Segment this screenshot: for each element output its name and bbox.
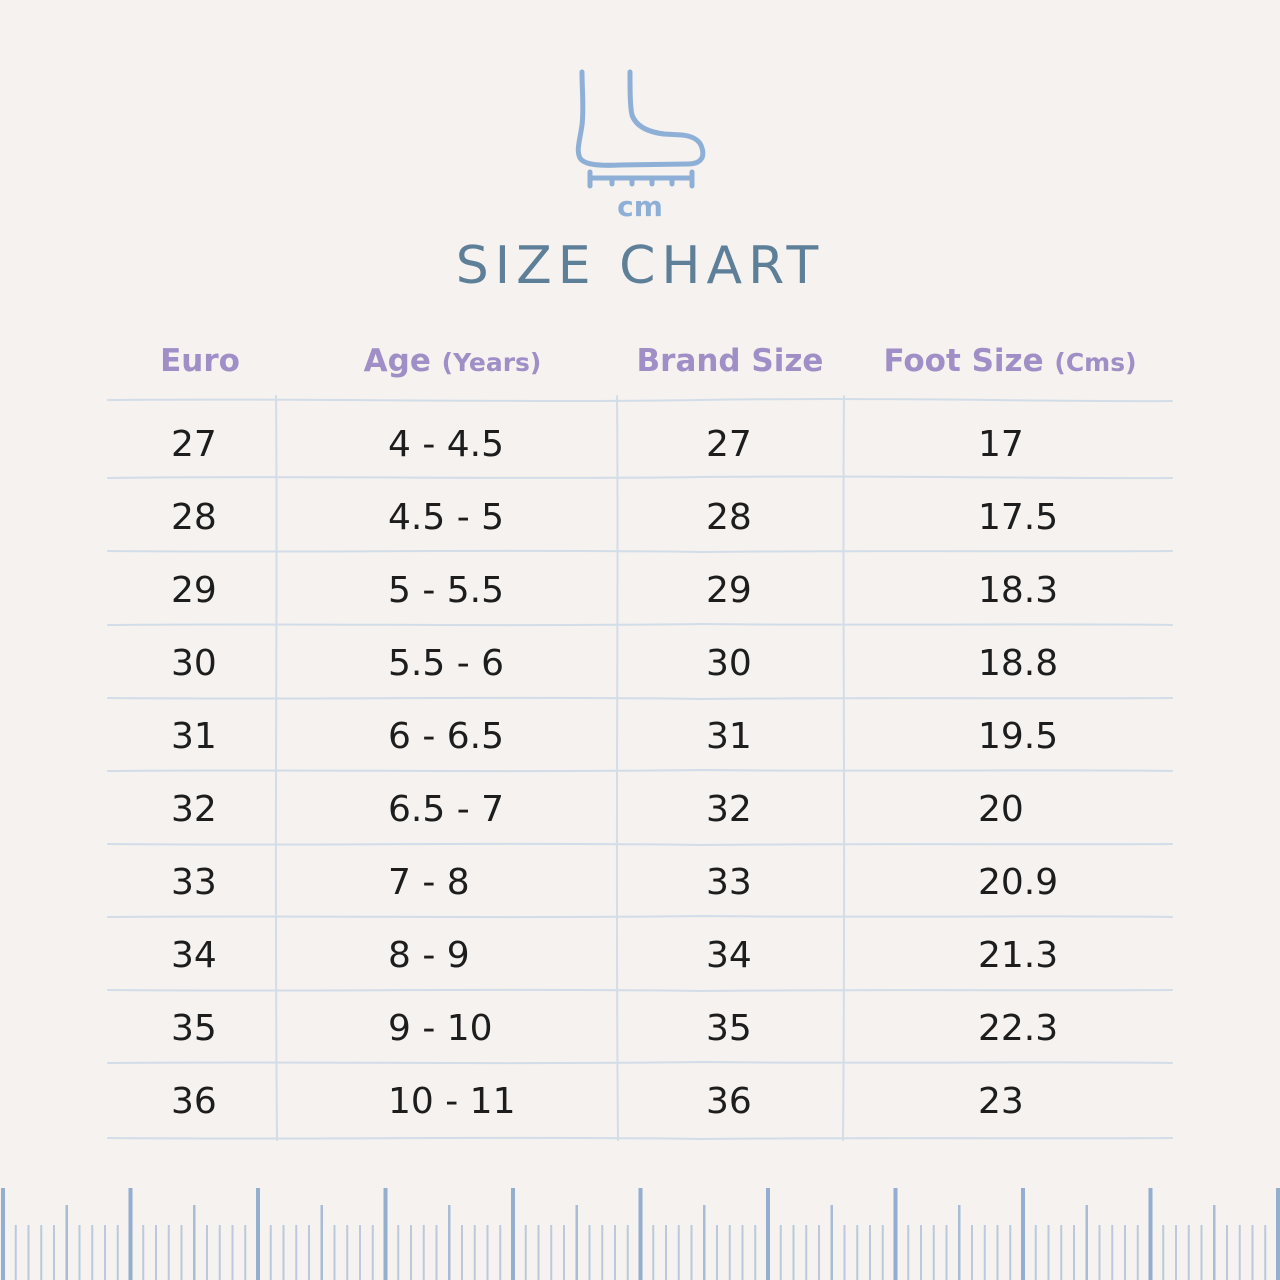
cell-foot: 22.3 xyxy=(978,1008,1059,1049)
header-age: Age (Years) xyxy=(330,338,575,388)
header-age-unit: (Years) xyxy=(441,348,542,377)
page-title: SIZE CHART xyxy=(455,236,825,296)
cell-euro: 29 xyxy=(171,570,217,611)
table-row: 31 6 - 6.5 31 19.5 xyxy=(108,699,1172,772)
cell-age: 5 - 5.5 xyxy=(388,570,505,611)
table-row: 29 5 - 5.5 29 18.3 xyxy=(108,553,1172,626)
table-row: 28 4.5 - 5 28 17.5 xyxy=(108,480,1172,553)
cell-euro: 31 xyxy=(171,716,217,757)
cell-foot: 20 xyxy=(978,789,1024,830)
cell-euro: 28 xyxy=(171,497,217,538)
header-brand-label: Brand Size xyxy=(636,343,824,379)
table-row: 33 7 - 8 33 20.9 xyxy=(108,845,1172,918)
header-euro-label: Euro xyxy=(160,343,240,379)
cell-brand: 33 xyxy=(706,862,752,903)
cell-foot: 17 xyxy=(978,424,1024,465)
header-euro: Euro xyxy=(130,338,270,388)
table-row: 36 10 - 11 36 23 xyxy=(108,1064,1172,1137)
cell-brand: 35 xyxy=(706,1008,752,1049)
cell-euro: 30 xyxy=(171,643,217,684)
cell-brand: 29 xyxy=(706,570,752,611)
cell-foot: 19.5 xyxy=(978,716,1059,757)
cell-euro: 27 xyxy=(171,424,217,465)
cell-age: 6 - 6.5 xyxy=(388,716,505,757)
cell-foot: 20.9 xyxy=(978,862,1059,903)
cell-foot: 18.3 xyxy=(978,570,1059,611)
cell-age: 8 - 9 xyxy=(388,935,470,976)
header-foot-unit: (Cms) xyxy=(1054,348,1137,377)
cell-euro: 34 xyxy=(171,935,217,976)
table-row: 32 6.5 - 7 32 20 xyxy=(108,772,1172,845)
cell-euro: 32 xyxy=(171,789,217,830)
cell-age: 9 - 10 xyxy=(388,1008,493,1049)
cell-age: 4 - 4.5 xyxy=(388,424,505,465)
foot-measure-icon xyxy=(575,69,706,189)
header-brand-size: Brand Size xyxy=(620,338,840,388)
cell-foot: 18.8 xyxy=(978,643,1059,684)
cell-brand: 31 xyxy=(706,716,752,757)
cell-brand: 28 xyxy=(706,497,752,538)
cell-foot: 21.3 xyxy=(978,935,1059,976)
cell-brand: 36 xyxy=(706,1081,752,1122)
ruler-scale-icon xyxy=(1,1188,1280,1280)
table-row: 34 8 - 9 34 21.3 xyxy=(108,918,1172,991)
cell-age: 4.5 - 5 xyxy=(388,497,505,538)
cell-brand: 34 xyxy=(706,935,752,976)
cell-brand: 30 xyxy=(706,643,752,684)
cell-foot: 17.5 xyxy=(978,497,1059,538)
header-foot-label: Foot Size xyxy=(883,343,1044,379)
cell-age: 10 - 11 xyxy=(388,1081,516,1122)
cell-euro: 35 xyxy=(171,1008,217,1049)
table-row: 27 4 - 4.5 27 17 xyxy=(108,407,1172,480)
cell-age: 6.5 - 7 xyxy=(388,789,505,830)
cell-foot: 23 xyxy=(978,1081,1024,1122)
cell-age: 5.5 - 6 xyxy=(388,643,505,684)
cell-euro: 33 xyxy=(171,862,217,903)
cell-brand: 32 xyxy=(706,789,752,830)
table-row: 30 5.5 - 6 30 18.8 xyxy=(108,626,1172,699)
cell-brand: 27 xyxy=(706,424,752,465)
table-row: 35 9 - 10 35 22.3 xyxy=(108,991,1172,1064)
cm-label: cm xyxy=(617,190,663,223)
header-age-label: Age xyxy=(363,343,431,379)
header-foot-size: Foot Size (Cms) xyxy=(860,338,1160,388)
cell-age: 7 - 8 xyxy=(388,862,470,903)
cell-euro: 36 xyxy=(171,1081,217,1122)
